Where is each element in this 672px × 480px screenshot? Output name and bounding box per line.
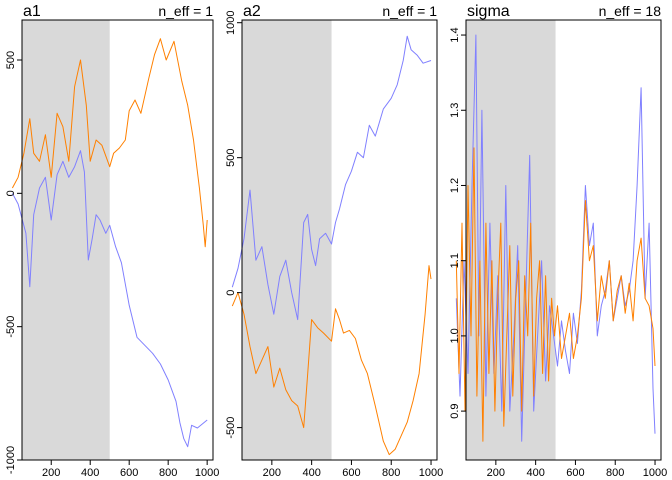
n-eff-label: n_eff = 1 [382, 3, 437, 19]
x-tick-label: 800 [606, 467, 624, 479]
n-eff-label: n_eff = 1 [158, 3, 213, 19]
panel-a1: 200 400 600 800 1000 -1000 -500 0 500 a1 n_eff = 1 [5, 3, 219, 479]
x-tick-label: 1000 [643, 467, 667, 479]
y-tick-label: 1.4 [449, 27, 461, 42]
x-tick-label: 200 [487, 467, 505, 479]
panel-title: a1 [23, 3, 41, 20]
x-tick-label: 400 [81, 467, 99, 479]
y-tick-label: 0 [225, 290, 237, 296]
chain-1-line [231, 35, 432, 321]
chain-2-line [455, 147, 656, 442]
y-tick-label: 0.9 [449, 403, 461, 418]
warmup-region [22, 20, 110, 460]
y-tick-label: -1000 [5, 446, 17, 474]
panel-title: a2 [243, 3, 261, 20]
plot-frame [465, 19, 662, 461]
y-tick-label: 1000 [225, 10, 237, 34]
y-tick-label: 1.3 [449, 103, 461, 118]
warmup-region [242, 20, 332, 460]
y-tick-label: 500 [225, 148, 237, 166]
x-tick-label: 400 [302, 467, 320, 479]
x-tick-label: 600 [566, 467, 584, 479]
y-tick-label: -500 [225, 417, 237, 439]
x-tick-label: 200 [263, 467, 281, 479]
x-tick-label: 1000 [419, 467, 443, 479]
x-tick-label: 800 [382, 467, 400, 479]
chain-2-line [231, 265, 432, 456]
x-tick-label: 200 [42, 467, 60, 479]
y-tick-label: -500 [5, 316, 17, 338]
plot-frame [21, 19, 214, 461]
x-tick-label: 1000 [195, 467, 219, 479]
y-tick-label: 1.0 [449, 328, 461, 343]
x-tick-label: 400 [526, 467, 544, 479]
chain-2-line [11, 38, 208, 248]
panel-title: sigma [467, 3, 510, 20]
chain-1-line [11, 150, 208, 448]
y-tick-label: 0 [5, 190, 17, 196]
y-tick-label: 500 [5, 51, 17, 69]
x-tick-label: 600 [120, 467, 138, 479]
x-tick-label: 800 [159, 467, 177, 479]
panel-a2: 200 400 600 800 1000 -500 0 500 1000 a2 n_eff = 1 [225, 3, 443, 479]
n-eff-label: n_eff = 18 [599, 3, 662, 19]
x-tick-label: 600 [342, 467, 360, 479]
plot-frame [241, 19, 438, 461]
y-tick-label: 1.2 [449, 178, 461, 193]
y-tick-label: 1.1 [449, 253, 461, 268]
panel-sigma: 200 400 600 800 1000 0.9 1.0 1.1 1.2 1.3 1.4 sigma n… [449, 3, 667, 479]
